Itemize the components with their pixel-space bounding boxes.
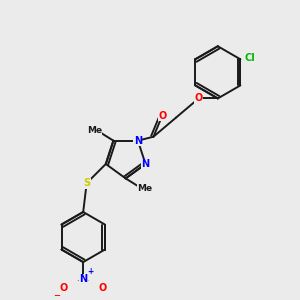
Text: O: O xyxy=(98,283,106,293)
Text: N: N xyxy=(134,136,142,146)
Text: −: − xyxy=(53,291,60,300)
Text: S: S xyxy=(83,178,90,188)
Text: O: O xyxy=(195,93,203,103)
Text: N: N xyxy=(141,159,150,169)
Text: Me: Me xyxy=(137,184,152,193)
Text: O: O xyxy=(60,283,68,293)
Text: O: O xyxy=(158,111,166,121)
Text: +: + xyxy=(87,267,93,276)
Text: N: N xyxy=(79,274,87,284)
Text: Me: Me xyxy=(87,126,102,135)
Text: Cl: Cl xyxy=(245,52,256,63)
